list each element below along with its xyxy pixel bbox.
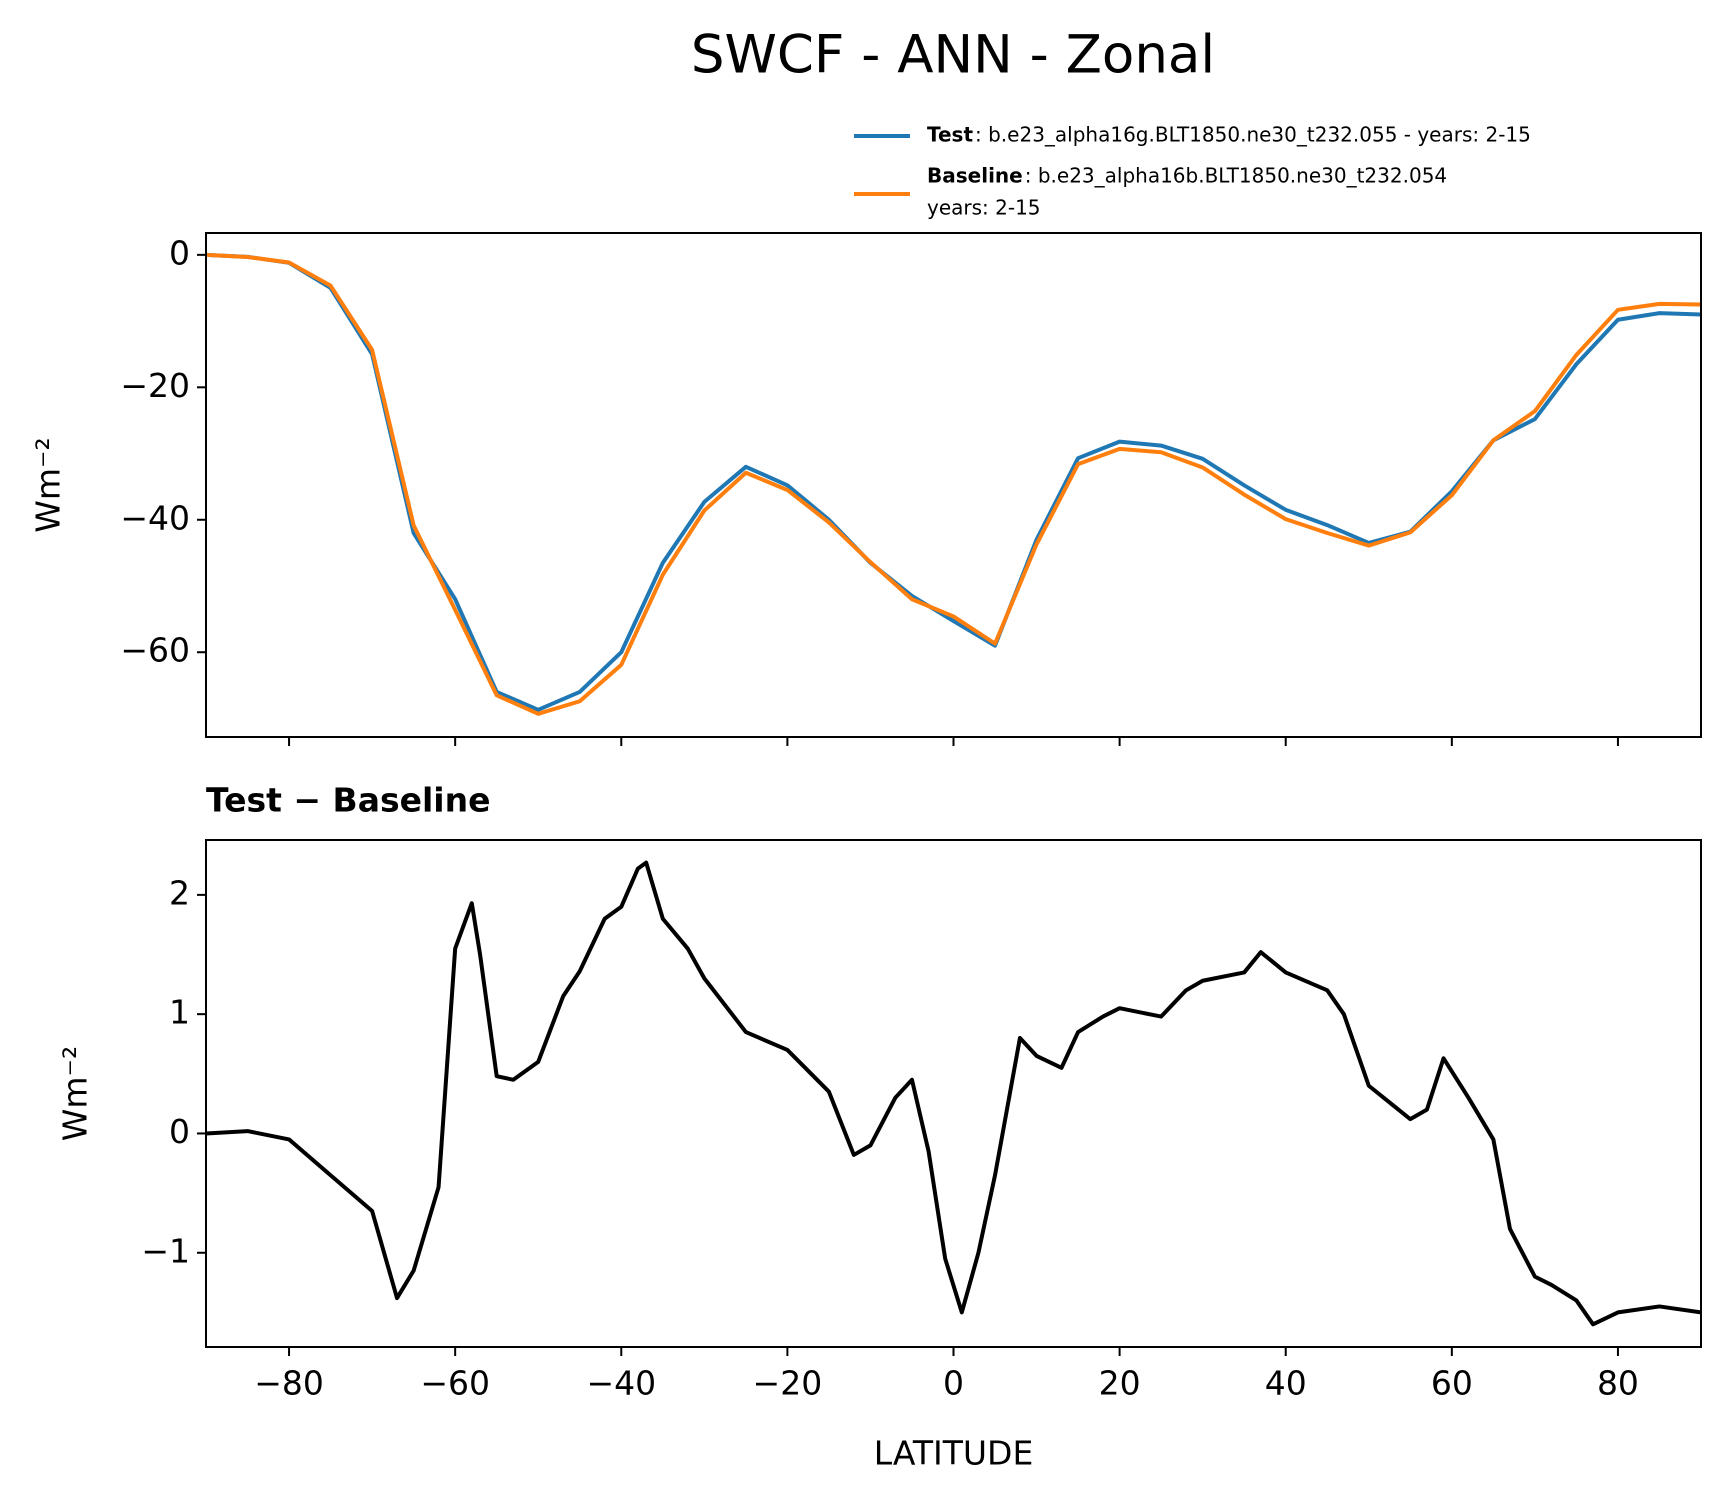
legend-name: Baseline [927,164,1023,188]
x-tick-label: −40 [586,1364,656,1403]
data-line [206,860,1701,1327]
x-tick-label: 60 [1431,1364,1473,1403]
y-tick-label: −40 [120,498,190,537]
y-tick-label: −20 [120,366,190,405]
data-line [206,252,1701,712]
x-tick-label: 20 [1099,1364,1141,1403]
y-tick-label: 1 [169,993,190,1032]
x-tick-label: −60 [420,1364,490,1403]
x-tick-label: 40 [1265,1364,1307,1403]
plot-area [206,252,1701,716]
y-tick-label: −1 [141,1231,190,1270]
legend-label: : b.e23_alpha16g.BLT1850.ne30_t232.055 -… [975,123,1531,147]
axes-frame [205,839,1702,1348]
y-tick-label: 0 [169,1112,190,1151]
legend-label: years: 2-15 [927,196,1041,220]
axes-frame [205,232,1702,738]
y-tick-label: 2 [169,873,190,912]
y-tick-label: 0 [169,233,190,272]
x-tick-label: 0 [943,1364,964,1403]
y-axis-label: Wm⁻² [29,437,68,532]
x-tick-label: −20 [753,1364,823,1403]
x-axis-label: LATITUDE [874,1434,1034,1473]
x-tick-label: −80 [254,1364,324,1403]
legend-label: : b.e23_alpha16b.BLT1850.ne30_t232.054 [1025,164,1447,188]
y-axis-label: Wm⁻² [56,1046,95,1141]
legend-name: Test [927,123,973,147]
y-tick-label: −60 [120,631,190,670]
data-line [206,252,1701,716]
figure-title: SWCF - ANN - Zonal [691,25,1215,86]
subplot-title: Test − Baseline [206,781,491,820]
x-tick-label: 80 [1597,1364,1639,1403]
plot-area [206,860,1701,1327]
